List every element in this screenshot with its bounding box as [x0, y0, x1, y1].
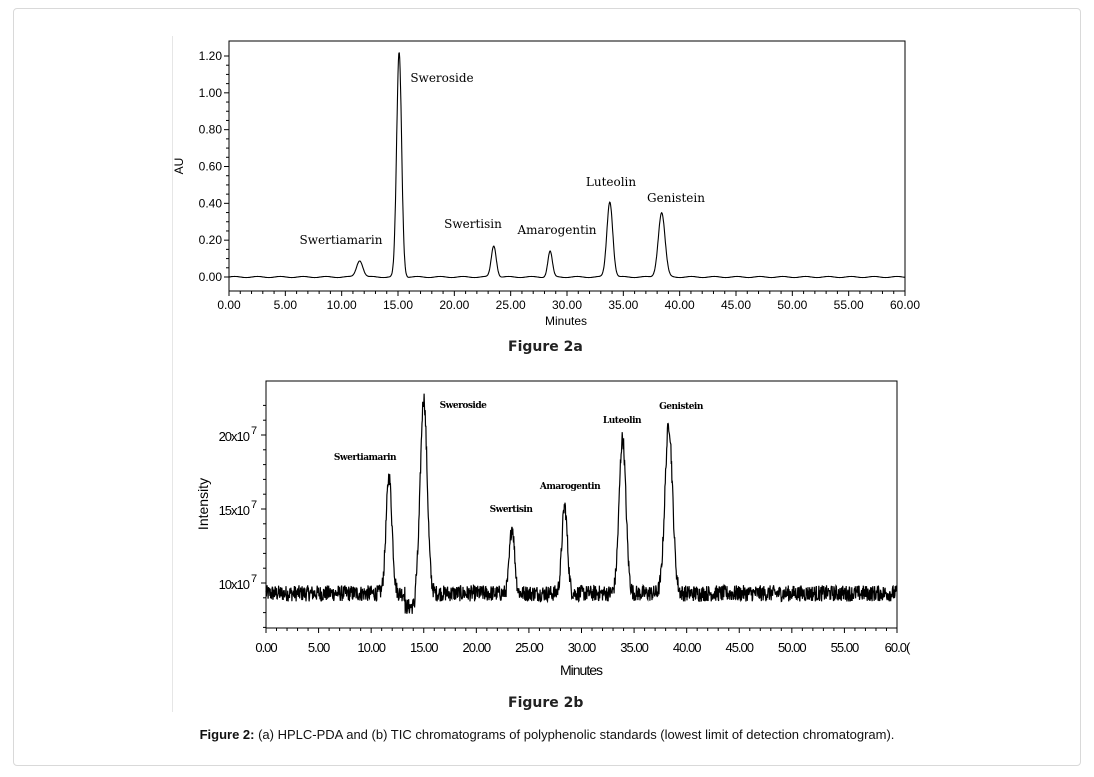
panel-a-x-axis-label: Minutes	[545, 314, 587, 328]
panel-b-peak-label: Genistein	[659, 402, 704, 412]
panel-b-y-tick-exponent: 7	[251, 499, 257, 511]
panel-a-x-tick-label: 10.00	[327, 298, 357, 312]
panel-a-x-tick-label: 30.00	[552, 298, 582, 312]
panel-b-x-tick-label: 60.0(	[885, 640, 911, 655]
panel-b-peak-label: Luteolin	[603, 416, 642, 426]
panel-a: 0.00 5.00 10.00 15.00 20.00 25.00 30.00 35.00 40…	[172, 40, 920, 328]
figure-caption: Figure 2: (a) HPLC-PDA and (b) TIC chrom…	[0, 727, 1094, 742]
figure-2a-label: Figure 2a	[508, 339, 583, 355]
panel-a-x-tick-label: 0.00	[217, 298, 241, 312]
panel-b-x-tick-label: 40.00	[673, 640, 701, 655]
panel-a-peak-label: Genistein	[647, 191, 705, 205]
panel-b-y-tick-label: 10x10	[219, 577, 250, 592]
panel-a-frame	[228, 40, 906, 292]
panel-b-x-tick-label: 55.00	[831, 640, 859, 655]
panel-b-x-tick-label: 10.00	[357, 640, 385, 655]
panel-a-x-tick-label: 40.00	[665, 298, 695, 312]
panel-b-x-tick-label: 50.00	[778, 640, 806, 655]
panel-b-y-tick-label: 15x10	[219, 503, 250, 518]
panel-a-x-tick-label: 5.00	[274, 298, 298, 312]
panel-b-x-tick-label: 45.00	[725, 640, 753, 655]
panel-b-x-tick-label: 20.00	[463, 640, 491, 655]
panel-a-y-tick-label: 0.80	[199, 123, 223, 137]
panel-a-peak-label: Luteolin	[586, 175, 637, 189]
panel-b-trace	[265, 393, 898, 614]
panel-a-peak-label: Swertiamarin	[300, 233, 383, 247]
panel-a-y-tick-label: 0.20	[199, 233, 223, 247]
panel-b-peak-label: Swertisin	[490, 505, 534, 515]
panel-b-y-tick-label: 20x10	[219, 429, 250, 444]
panel-a-x-tick-label: 25.00	[496, 298, 526, 312]
caption-text: (a) HPLC-PDA and (b) TIC chromatograms o…	[254, 727, 895, 742]
panel-a-x-tick-label: 35.00	[608, 298, 638, 312]
panel-a-x-tick-label: 45.00	[721, 298, 751, 312]
panel-b-x-tick-label: 25.00	[515, 640, 543, 655]
panel-b-x-tick-label: 5.00	[308, 640, 330, 655]
panel-b-y-tick-exponent: 7	[251, 573, 257, 585]
panel-a-x-tick-label: 55.00	[834, 298, 864, 312]
panel-a-y-tick-label: 1.00	[199, 86, 223, 100]
panel-a-y-tick-label: 0.60	[199, 160, 223, 174]
panel-a-y-tick-label: 0.40	[199, 196, 223, 210]
panel-a-peak-label: Sweroside	[410, 71, 473, 85]
figure-2b-label: Figure 2b	[508, 695, 584, 711]
panel-b-y-axis-label: Intensity	[195, 478, 211, 530]
panel-a-x-tick-label: 50.00	[777, 298, 807, 312]
panel-b-peak-label: Sweroside	[440, 401, 487, 411]
panel-b-x-axis-label: Minutes	[560, 662, 603, 678]
panel-b-x-tick-label: 35.00	[620, 640, 648, 655]
panel-a-peak-label: Amarogentin	[516, 223, 596, 237]
panel-b: 0.00 5.00 10.00 15.00 20.00 25.00 30.00 35.00 40…	[195, 380, 912, 678]
panel-b-x-tick-label: 30.00	[568, 640, 596, 655]
caption-prefix: Figure 2:	[199, 727, 255, 742]
panel-a-trace	[228, 52, 905, 279]
panel-a-peak-label: Swertisin	[444, 217, 502, 231]
panel-b-peak-label: Swertiamarin	[334, 453, 397, 463]
panel-b-x-tick-label: 15.00	[410, 640, 438, 655]
panel-b-x-tick-label: 0.00	[255, 640, 277, 655]
panel-a-y-axis-label: AU	[172, 158, 186, 175]
panel-a-x-tick-label: 15.00	[383, 298, 413, 312]
panel-a-y-tick-label: 1.20	[199, 49, 223, 63]
figure-frame	[13, 8, 1081, 766]
panel-a-x-tick-label: 20.00	[439, 298, 469, 312]
panel-a-x-tick-label: 60.00	[890, 298, 920, 312]
column-divider	[172, 36, 173, 712]
panel-b-y-tick-exponent: 7	[251, 425, 257, 437]
panel-a-y-tick-label: 0.00	[199, 270, 223, 284]
panel-b-peak-label: Amarogentin	[539, 482, 601, 492]
